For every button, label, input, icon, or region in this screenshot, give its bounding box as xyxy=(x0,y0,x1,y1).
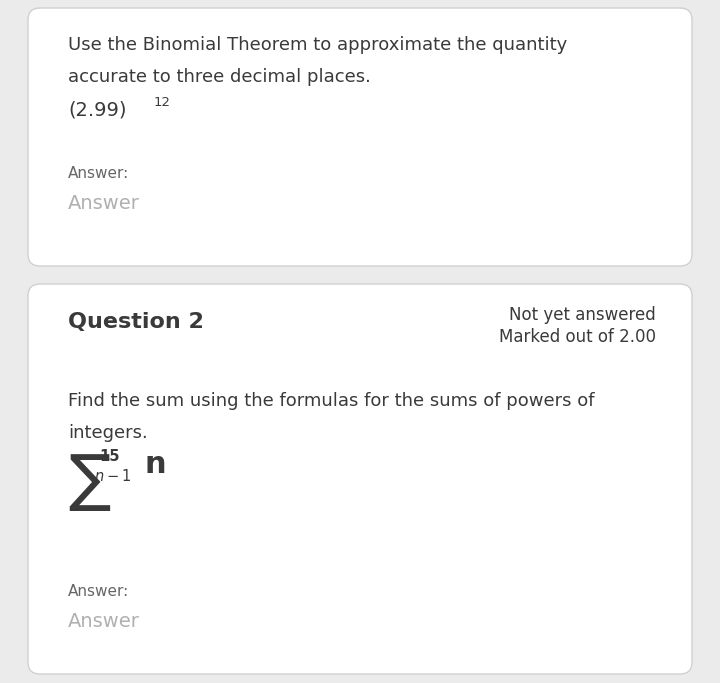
Text: Answer:: Answer: xyxy=(68,166,130,181)
Text: $\mathit{\mathbf{n}}$: $\mathit{\mathbf{n}}$ xyxy=(144,450,166,479)
FancyBboxPatch shape xyxy=(28,8,692,266)
Text: Answer: Answer xyxy=(68,194,140,213)
Text: Find the sum using the formulas for the sums of powers of: Find the sum using the formulas for the … xyxy=(68,392,595,410)
Text: 12: 12 xyxy=(154,96,171,109)
Text: Marked out of 2.00: Marked out of 2.00 xyxy=(499,328,656,346)
Text: (2.99): (2.99) xyxy=(68,100,127,119)
Text: Use the Binomial Theorem to approximate the quantity: Use the Binomial Theorem to approximate … xyxy=(68,36,567,54)
FancyBboxPatch shape xyxy=(28,284,692,674)
Text: integers.: integers. xyxy=(68,424,148,442)
Text: Question 2: Question 2 xyxy=(68,312,204,332)
Text: 15: 15 xyxy=(99,449,120,464)
Text: accurate to three decimal places.: accurate to three decimal places. xyxy=(68,68,371,86)
Text: Not yet answered: Not yet answered xyxy=(509,306,656,324)
Text: $\mathbf{\sum}$: $\mathbf{\sum}$ xyxy=(68,452,111,513)
Text: $n-1$: $n-1$ xyxy=(94,468,131,484)
Text: Answer:: Answer: xyxy=(68,584,130,599)
Text: Answer: Answer xyxy=(68,612,140,631)
